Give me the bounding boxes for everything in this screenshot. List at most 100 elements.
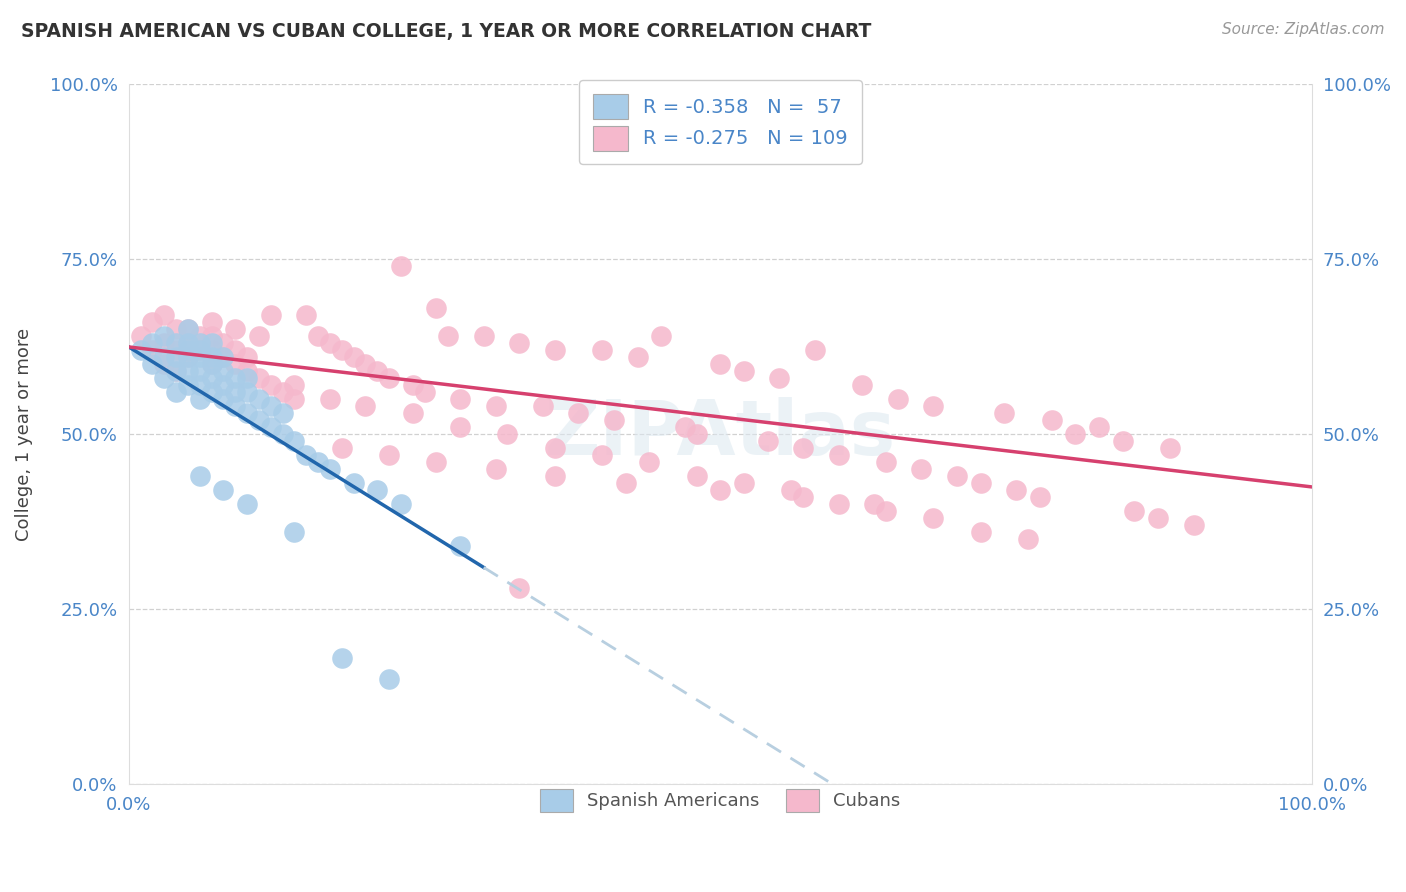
Point <box>236 371 259 385</box>
Point <box>212 351 235 365</box>
Point <box>188 351 211 365</box>
Point <box>756 434 779 449</box>
Point <box>200 358 222 372</box>
Point <box>188 336 211 351</box>
Point <box>1005 483 1028 498</box>
Point <box>283 525 305 540</box>
Y-axis label: College, 1 year or more: College, 1 year or more <box>15 328 32 541</box>
Point <box>212 483 235 498</box>
Point <box>378 371 401 385</box>
Point <box>508 336 530 351</box>
Point <box>177 322 200 336</box>
Point <box>260 309 283 323</box>
Point <box>177 336 200 351</box>
Point <box>614 476 637 491</box>
Point <box>212 351 235 365</box>
Point <box>307 455 329 469</box>
Point <box>236 406 259 420</box>
Point <box>295 449 318 463</box>
Point <box>496 427 519 442</box>
Point <box>792 442 814 456</box>
Point <box>165 364 187 378</box>
Point <box>827 498 849 512</box>
Point <box>342 351 364 365</box>
Point <box>768 371 790 385</box>
Point <box>1029 491 1052 505</box>
Point <box>188 343 211 358</box>
Point <box>1147 511 1170 525</box>
Point <box>165 351 187 365</box>
Point <box>484 400 506 414</box>
Point <box>1159 442 1181 456</box>
Point <box>378 449 401 463</box>
Point <box>366 483 388 498</box>
Point <box>177 351 200 365</box>
Point <box>1182 518 1205 533</box>
Point <box>212 378 235 392</box>
Point <box>271 385 294 400</box>
Point <box>875 455 897 469</box>
Point <box>200 343 222 358</box>
Point <box>544 343 567 358</box>
Point <box>1017 533 1039 547</box>
Point <box>366 364 388 378</box>
Point <box>330 442 353 456</box>
Point <box>153 371 176 385</box>
Point <box>212 336 235 351</box>
Point <box>544 469 567 483</box>
Point <box>1111 434 1133 449</box>
Point <box>591 449 613 463</box>
Point <box>200 351 222 365</box>
Point <box>141 343 163 358</box>
Point <box>260 400 283 414</box>
Point <box>567 406 589 420</box>
Point <box>402 406 425 420</box>
Point <box>354 400 377 414</box>
Point <box>260 378 283 392</box>
Point <box>224 322 246 336</box>
Point <box>165 343 187 358</box>
Point <box>153 351 176 365</box>
Point <box>212 392 235 407</box>
Point <box>449 420 471 434</box>
Point <box>236 364 259 378</box>
Point <box>330 343 353 358</box>
Point <box>413 385 436 400</box>
Point <box>402 378 425 392</box>
Point <box>733 476 755 491</box>
Point <box>1123 504 1146 518</box>
Point <box>177 336 200 351</box>
Point <box>260 420 283 434</box>
Point <box>129 343 152 358</box>
Point <box>437 329 460 343</box>
Point <box>378 673 401 687</box>
Point <box>188 469 211 483</box>
Point <box>165 364 187 378</box>
Point <box>851 378 873 392</box>
Point <box>922 511 945 525</box>
Point <box>946 469 969 483</box>
Point <box>141 336 163 351</box>
Point <box>283 392 305 407</box>
Point <box>236 351 259 365</box>
Point <box>271 406 294 420</box>
Point <box>449 540 471 554</box>
Point <box>626 351 648 365</box>
Point <box>200 315 222 329</box>
Point <box>1040 413 1063 427</box>
Point <box>531 400 554 414</box>
Point <box>247 329 270 343</box>
Point <box>141 315 163 329</box>
Point <box>922 400 945 414</box>
Point <box>910 462 932 476</box>
Point <box>650 329 672 343</box>
Point <box>177 343 200 358</box>
Point <box>200 358 222 372</box>
Point <box>319 392 342 407</box>
Point <box>224 358 246 372</box>
Point <box>236 498 259 512</box>
Point <box>212 364 235 378</box>
Point <box>200 329 222 343</box>
Point <box>969 525 991 540</box>
Point <box>863 498 886 512</box>
